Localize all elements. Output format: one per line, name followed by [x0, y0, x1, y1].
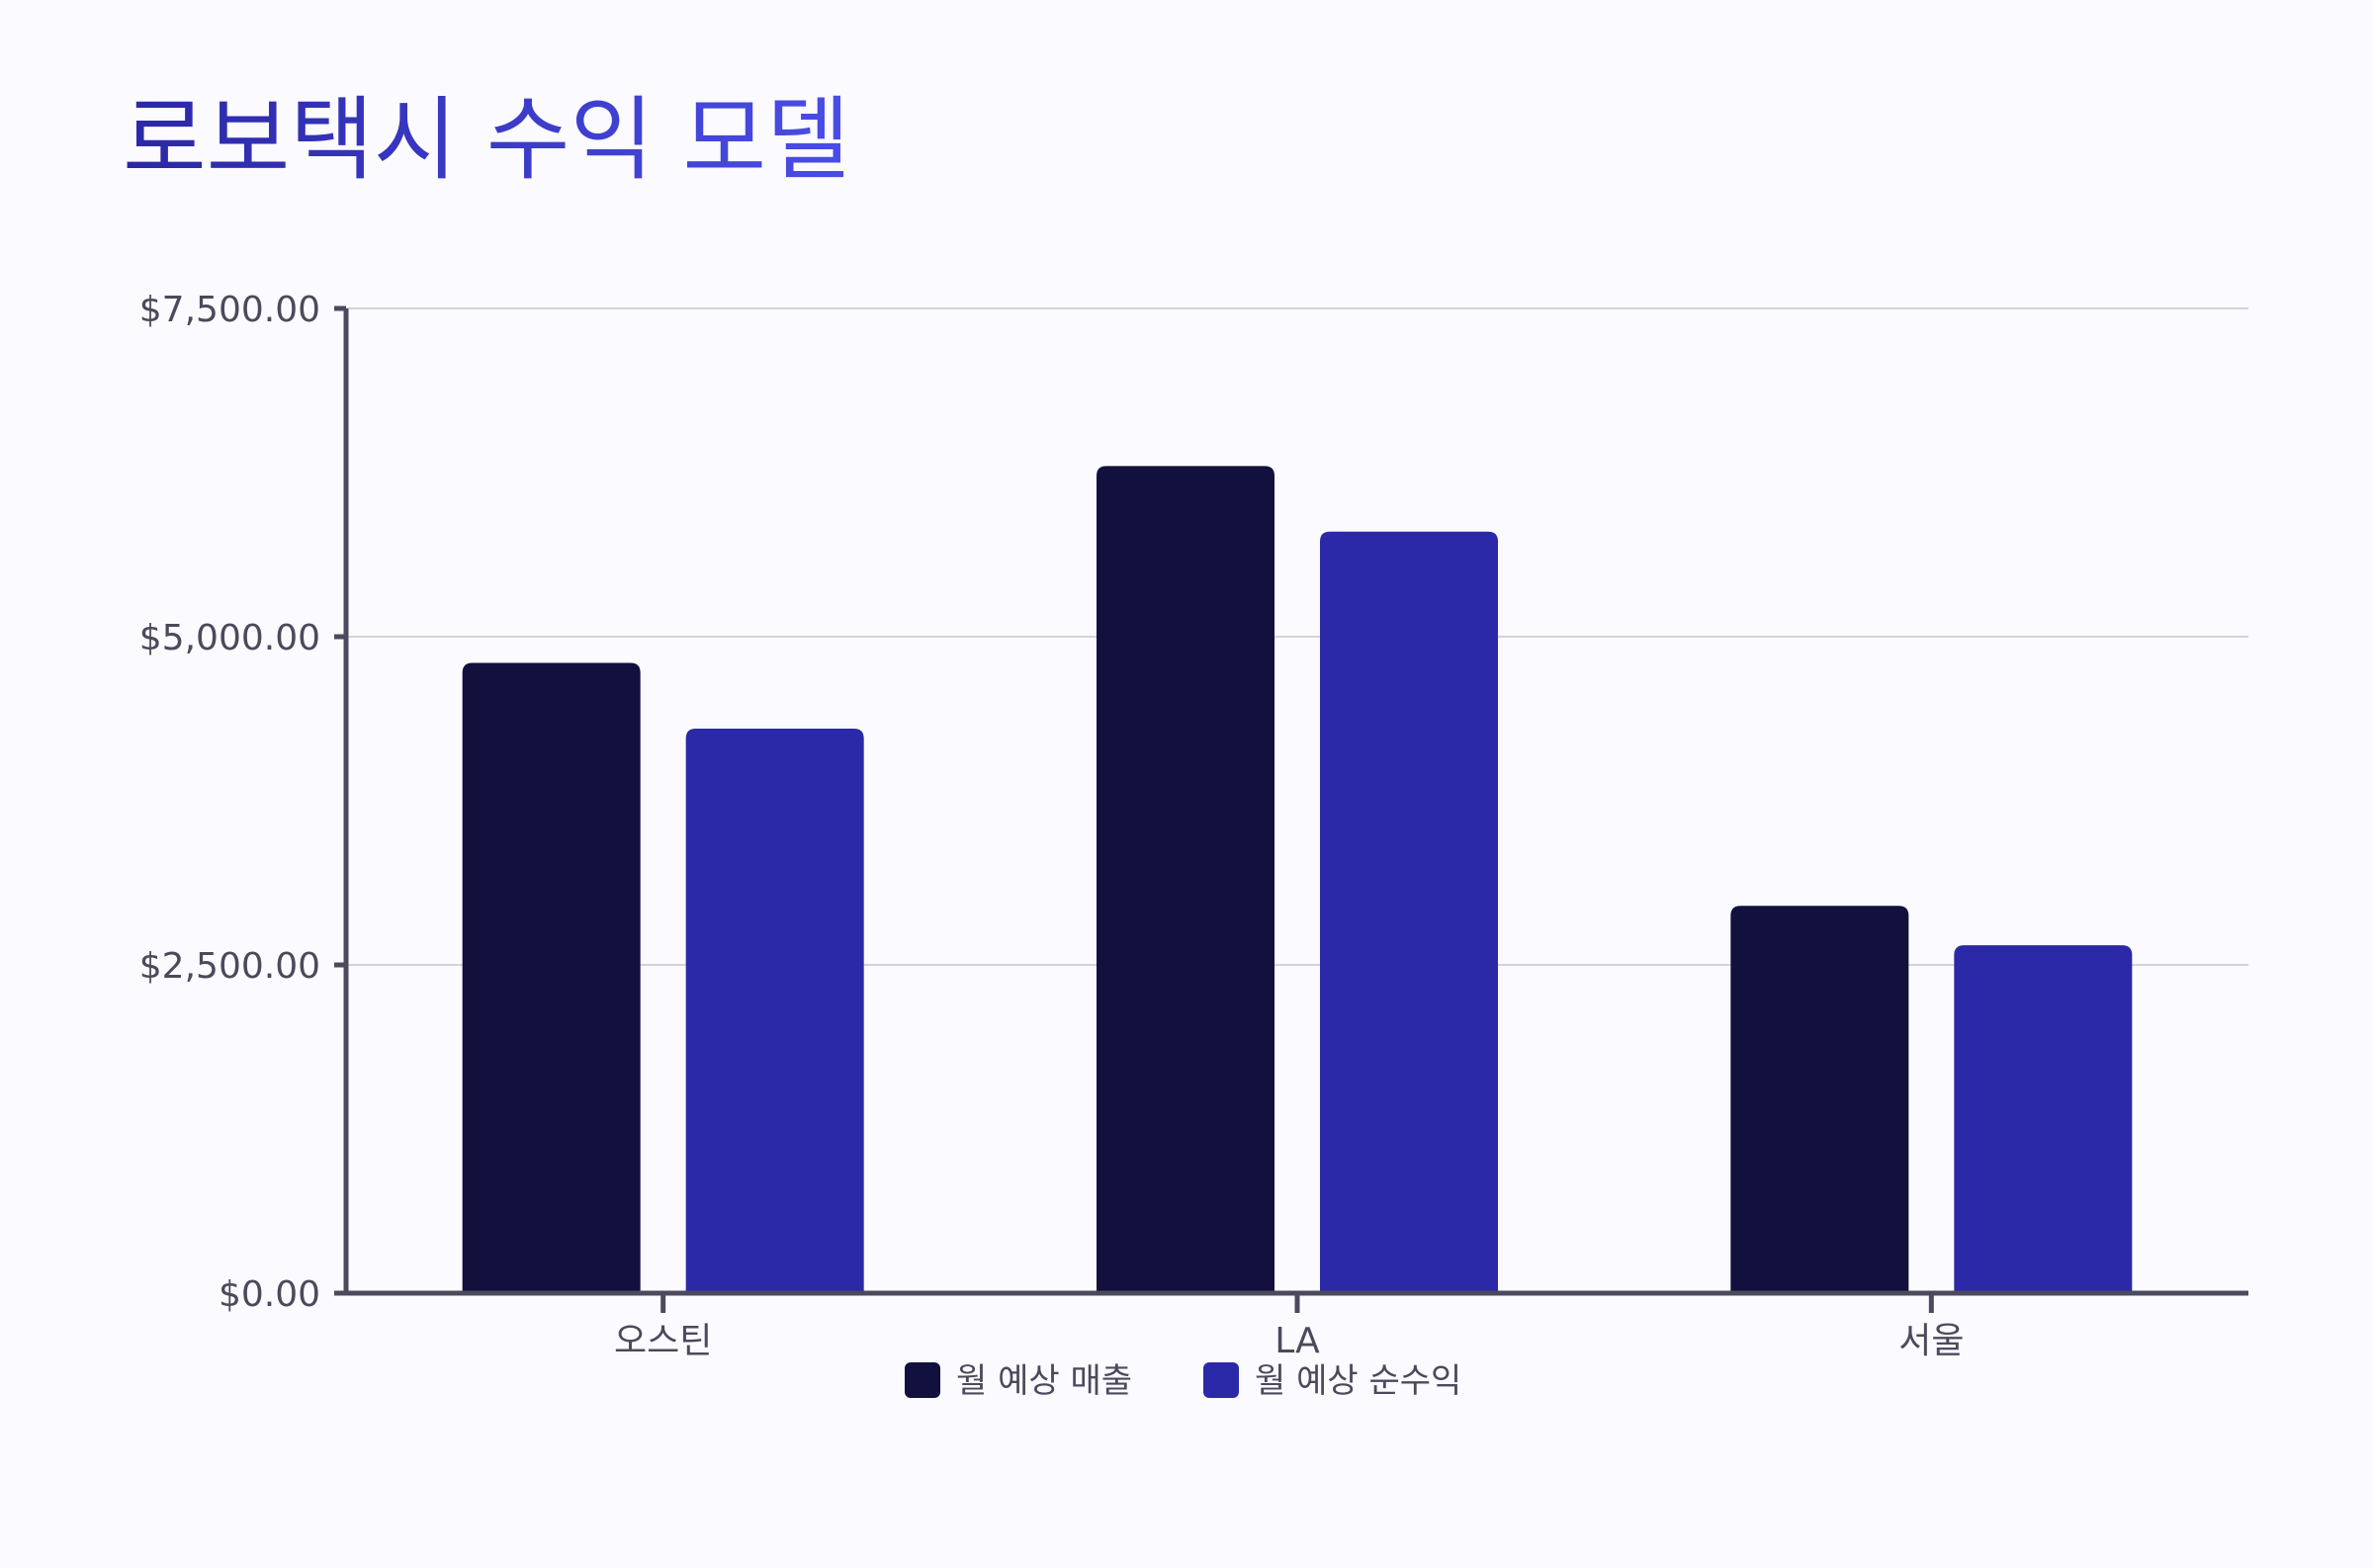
chart-title: 로보택시 수익 모델: [123, 87, 850, 193]
bar-revenue-1: [1097, 466, 1274, 1293]
bar-revenue-2: [1730, 906, 1909, 1293]
x-tick-label: 오스틴: [614, 1321, 712, 1361]
y-tick-labels: $0.00 $2,500.00 $5,000.00 $7,500.00: [139, 290, 320, 1315]
legend-label: 월 예상 매출: [956, 1361, 1132, 1401]
legend-swatch: [1203, 1362, 1239, 1398]
y-tick-label: $0.00: [219, 1274, 320, 1315]
gridlines: [346, 307, 2248, 966]
bar-net-profit-2: [1954, 945, 2133, 1293]
bars: [462, 466, 2133, 1293]
y-tick-label: $5,000.00: [139, 618, 320, 658]
legend-label: 월 예상 순수익: [1255, 1361, 1461, 1401]
legend: 월 예상 매출 월 예상 순수익: [905, 1361, 1461, 1401]
bar-net-profit-0: [685, 728, 864, 1293]
x-tick-label: LA: [1274, 1321, 1320, 1361]
bar-revenue-0: [462, 662, 641, 1293]
y-tick-label: $7,500.00: [139, 290, 320, 330]
axes: [334, 305, 2248, 1313]
x-tick-label: 서울: [1898, 1321, 1964, 1361]
legend-item: 월 예상 순수익: [1203, 1361, 1461, 1401]
bar-net-profit-1: [1320, 531, 1498, 1293]
legend-swatch: [905, 1362, 940, 1398]
y-tick-label: $2,500.00: [139, 946, 320, 987]
x-tick-labels: 오스틴 LA 서울: [614, 1321, 1964, 1361]
legend-item: 월 예상 매출: [905, 1361, 1132, 1401]
